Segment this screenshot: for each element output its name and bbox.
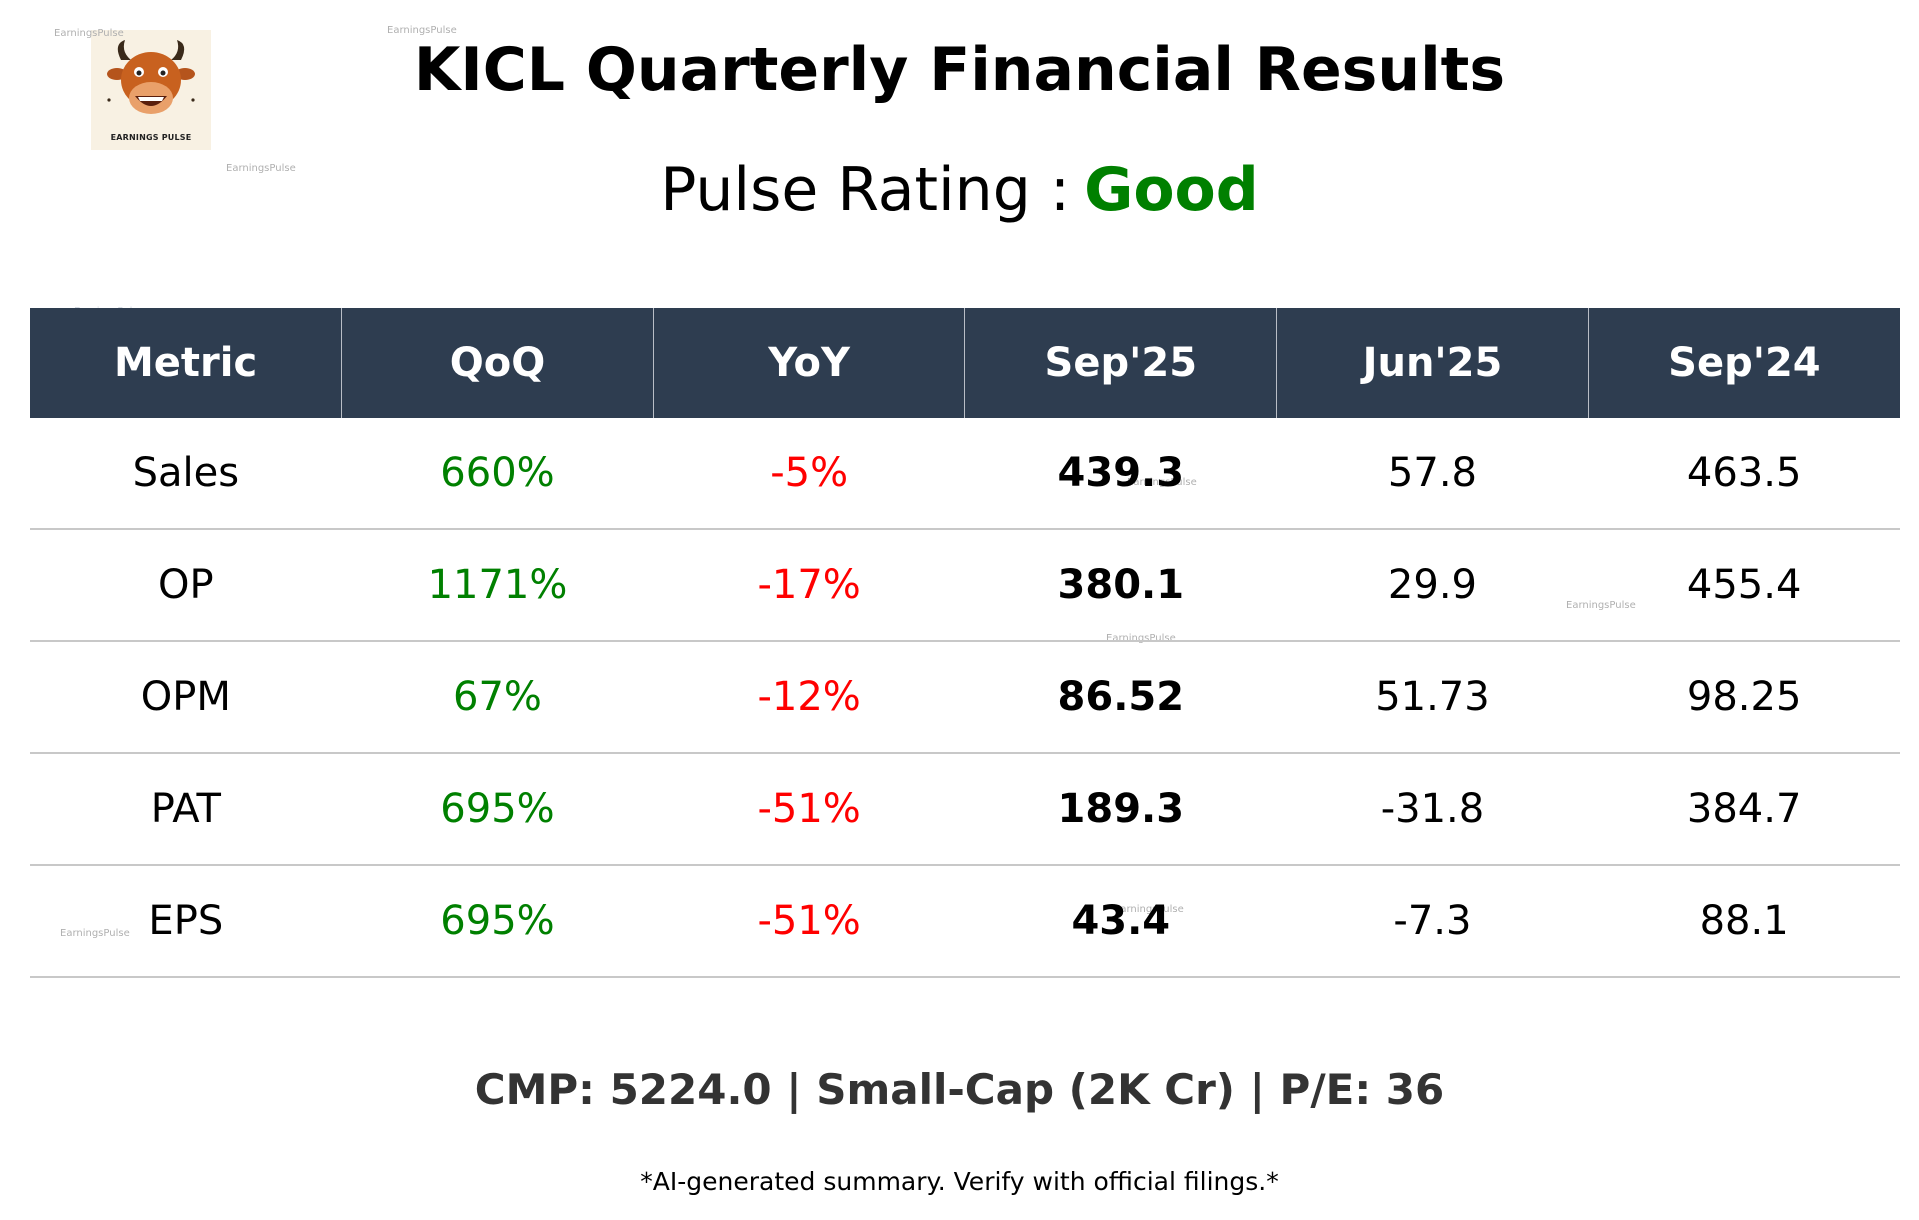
sep25-cell: 43.4 <box>964 865 1277 978</box>
yoy-cell: -51% <box>653 865 965 978</box>
sep25-cell: 439.3 <box>964 418 1277 530</box>
metric-cell: OP <box>30 529 342 642</box>
qoq-cell: 695% <box>341 753 654 866</box>
watermark-text: EarningsPulse <box>387 25 457 36</box>
sep25-cell: 189.3 <box>964 753 1277 866</box>
yoy-cell: -17% <box>653 529 965 642</box>
disclaimer: *AI-generated summary. Verify with offic… <box>640 1167 1279 1196</box>
metric-cell: Sales <box>30 418 342 530</box>
yoy-cell: -12% <box>653 641 965 754</box>
header-sep25: Sep'25 <box>964 308 1277 418</box>
sep24-cell: 384.7 <box>1588 753 1900 866</box>
sep24-cell: 463.5 <box>1588 418 1900 530</box>
table-row: PAT 695% -51% 189.3 -31.8 384.7 <box>30 753 1900 866</box>
table-row: EPS 695% -51% 43.4 -7.3 88.1 <box>30 865 1900 978</box>
jun25-cell: 29.9 <box>1276 529 1589 642</box>
page-title: KICL Quarterly Financial Results <box>413 35 1506 105</box>
metric-cell: EPS <box>30 865 342 978</box>
pulse-rating-value: Good <box>1084 155 1259 225</box>
header-qoq: QoQ <box>341 308 654 418</box>
table-row: OP 1171% -17% 380.1 29.9 455.4 <box>30 529 1900 642</box>
jun25-cell: -7.3 <box>1276 865 1589 978</box>
header-yoy: YoY <box>652 308 965 418</box>
yoy-cell: -51% <box>653 753 965 866</box>
sep24-cell: 88.1 <box>1588 865 1900 978</box>
jun25-cell: 51.73 <box>1276 641 1589 754</box>
metric-cell: PAT <box>30 753 342 866</box>
qoq-cell: 660% <box>341 418 654 530</box>
jun25-cell: -31.8 <box>1276 753 1589 866</box>
watermark-text: EarningsPulse <box>226 163 296 174</box>
pulse-rating: Pulse Rating : Good <box>0 154 1919 226</box>
watermark-text: EarningsPulse <box>54 28 124 39</box>
logo-text: EARNINGS PULSE <box>110 133 192 142</box>
table-header-row: Metric QoQ YoY Sep'25 Jun'25 Sep'24 <box>30 308 1900 418</box>
sep24-cell: 455.4 <box>1588 529 1900 642</box>
qoq-cell: 695% <box>341 865 654 978</box>
table-row: Sales 660% -5% 439.3 57.8 463.5 <box>30 418 1900 530</box>
market-stats: CMP: 5224.0 | Small-Cap (2K Cr) | P/E: 3… <box>474 1065 1445 1114</box>
header-metric: Metric <box>30 308 342 418</box>
bull-icon <box>107 40 195 114</box>
header-jun25: Jun'25 <box>1276 308 1589 418</box>
sep25-cell: 380.1 <box>964 529 1277 642</box>
pulse-rating-label: Pulse Rating : <box>660 155 1071 225</box>
sep25-cell: 86.52 <box>964 641 1277 754</box>
results-table: Metric QoQ YoY Sep'25 Jun'25 Sep'24 Sale… <box>30 308 1900 978</box>
qoq-cell: 67% <box>341 641 654 754</box>
jun25-cell: 57.8 <box>1276 418 1589 530</box>
metric-cell: OPM <box>30 641 342 754</box>
qoq-cell: 1171% <box>341 529 654 642</box>
header-sep24: Sep'24 <box>1587 308 1900 418</box>
earnings-pulse-logo: EARNINGS PULSE <box>91 30 211 150</box>
yoy-cell: -5% <box>653 418 965 530</box>
table-row: OPM 67% -12% 86.52 51.73 98.25 <box>30 641 1900 754</box>
sep24-cell: 98.25 <box>1588 641 1900 754</box>
